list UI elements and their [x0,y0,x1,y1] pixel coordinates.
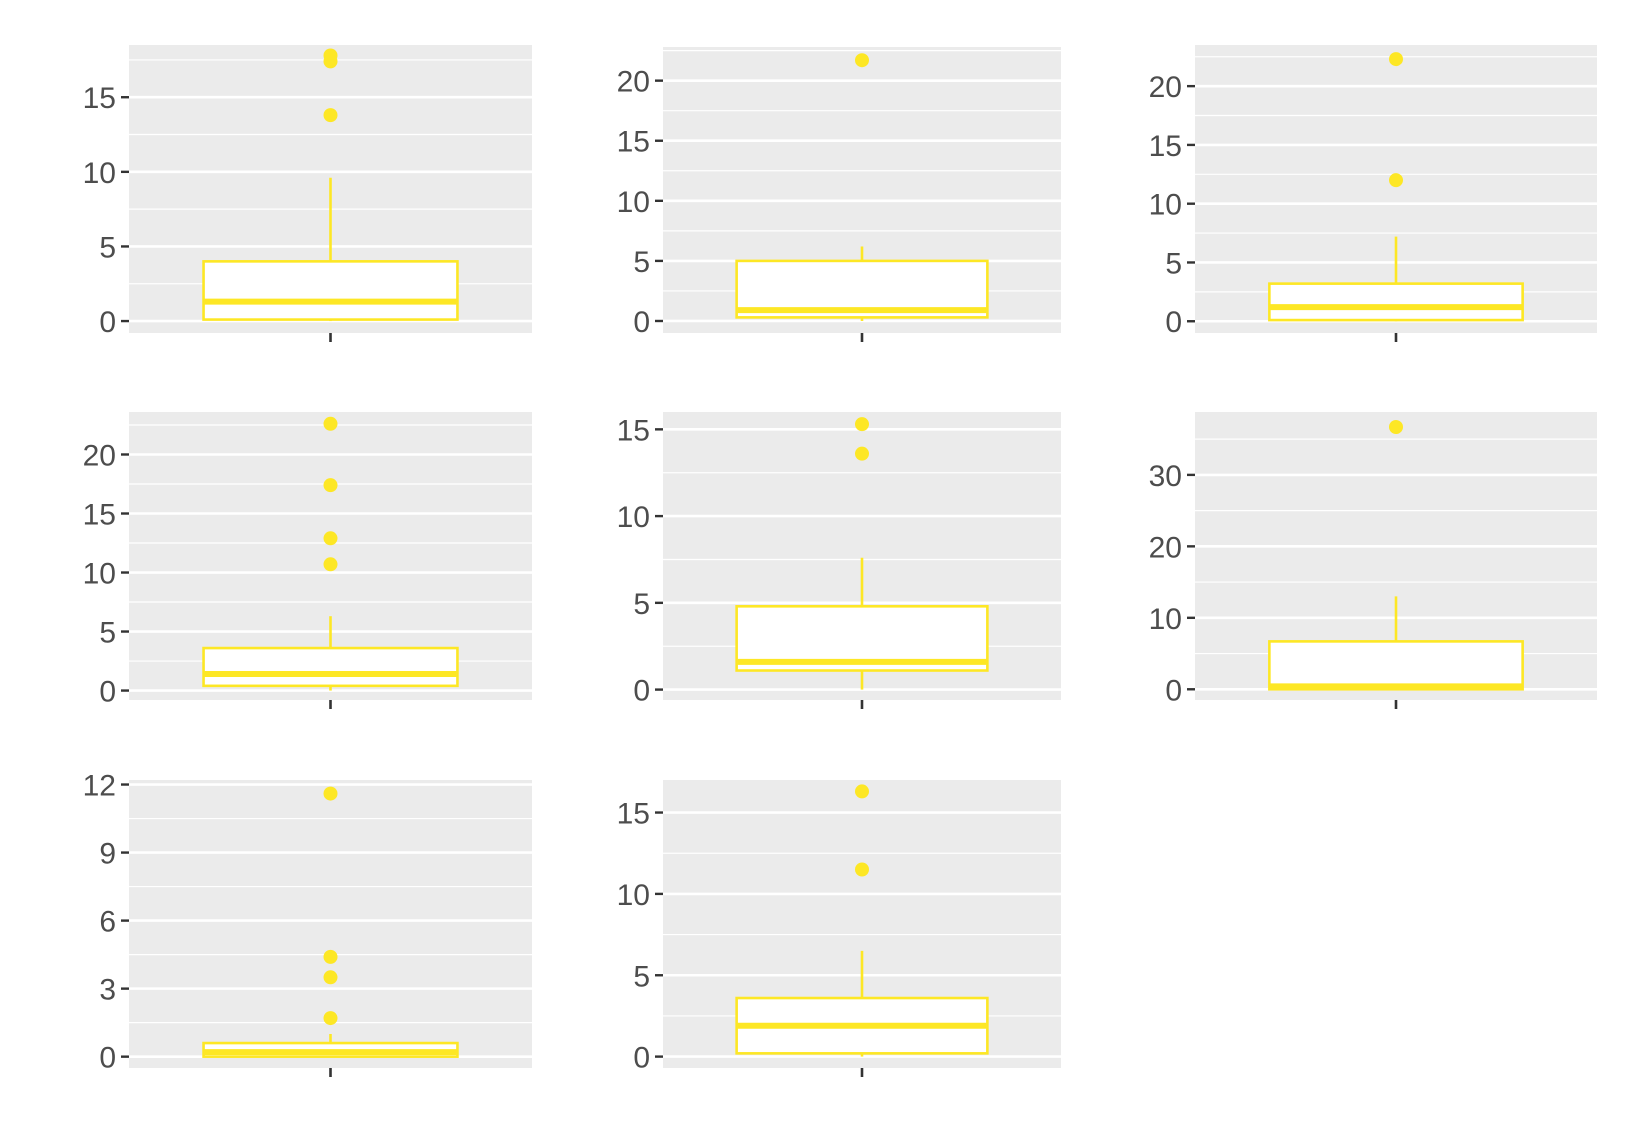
y-tick-label: 0 [99,306,116,339]
box-iqr [202,260,459,321]
outlier-point [323,108,338,123]
panel-2: 0 5 10 15 20 [617,47,1061,342]
y-tick-label: 5 [1165,247,1182,280]
panel-8: 0 5 10 15 [617,780,1061,1077]
outlier-point [855,417,869,432]
y-tick-label: 0 [1165,674,1182,707]
y-tick-label: 20 [1149,531,1182,564]
outlier-point [323,54,338,69]
y-tick-label: 5 [99,617,116,650]
y-tick-label: 15 [1149,130,1182,163]
y-tick-label: 20 [617,66,650,99]
y-tick-label: 15 [617,798,650,831]
panel-5: 0 5 10 15 [617,412,1061,709]
outlier-point [323,557,338,572]
box-iqr [1268,640,1524,691]
y-tick-label: 0 [1165,306,1182,339]
y-tick-label: 12 [83,770,116,803]
outlier-point [323,786,338,801]
panel-6: 0 10 20 30 [1149,412,1597,709]
y-tick-label: 5 [633,246,650,279]
y-tick-label: 10 [1149,189,1182,222]
y-tick-label: 3 [99,974,116,1007]
y-tick-label: 0 [99,1042,116,1075]
y-tick-label: 15 [83,499,116,532]
y-tick-label: 0 [633,306,650,339]
y-tick-label: 10 [1149,603,1182,636]
y-tick-label: 0 [633,675,650,708]
outlier-point [855,446,869,461]
y-tick-label: 0 [99,676,116,709]
outlier-point [323,416,338,431]
outlier-point [1389,420,1403,435]
y-tick-label: 15 [83,82,116,115]
y-tick-label: 20 [1149,71,1182,104]
y-tick-label: 10 [83,157,116,190]
outlier-point [323,1011,338,1026]
y-tick-label: 10 [83,558,116,591]
outlier-point [1389,52,1403,67]
y-tick-label: 30 [1149,460,1182,493]
outlier-point [323,531,338,546]
outlier-point [855,53,869,68]
panel-7: 0 3 6 9 12 [83,770,532,1077]
outlier-point [855,784,869,799]
y-tick-label: 20 [83,439,116,472]
y-tick-label: 10 [617,879,650,912]
y-tick-label: 15 [617,414,650,447]
y-tick-label: 6 [99,906,116,939]
panel-1: 0 5 10 15 [83,45,532,342]
outlier-point [323,970,338,985]
outlier-point [1389,173,1403,188]
box-iqr [1268,282,1524,322]
y-tick-label: 5 [633,960,650,993]
y-tick-label: 9 [99,838,116,871]
y-tick-label: 15 [617,126,650,159]
y-tick-label: 10 [617,501,650,534]
outlier-point [323,949,338,964]
panel-4: 0 5 10 15 20 [83,412,532,709]
box-iqr [202,646,459,688]
outlier-point [323,478,338,493]
y-tick-label: 0 [633,1042,650,1075]
panel-3: 0 5 10 15 20 [1149,45,1597,342]
y-tick-label: 5 [633,588,650,621]
outlier-point [855,862,869,877]
y-tick-label: 5 [99,231,116,264]
y-tick-label: 10 [617,186,650,219]
